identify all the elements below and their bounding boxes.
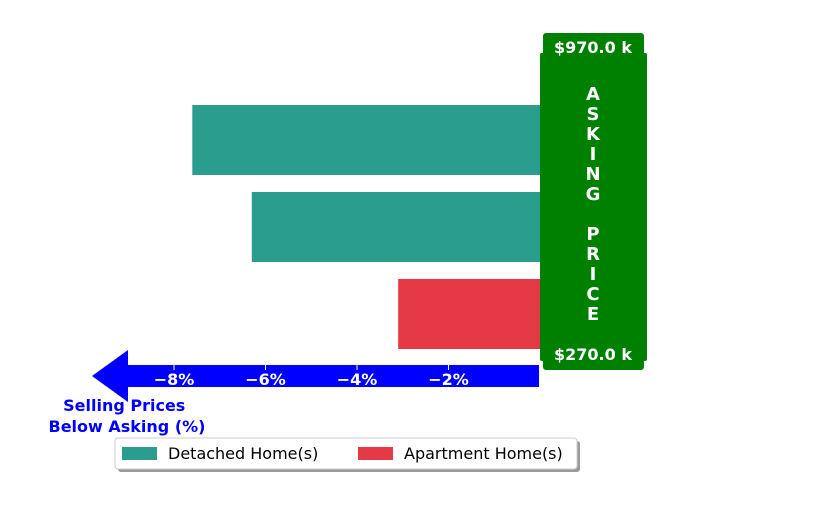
x-tick-label: −4%	[337, 370, 378, 389]
bar-3	[398, 279, 540, 349]
x-axis-label: Selling Prices Below Asking (%)	[49, 396, 206, 436]
asking-price-letter: E	[587, 304, 599, 325]
legend-frame	[114, 437, 578, 470]
bars-group	[192, 105, 541, 349]
asking-price-bottom-tab	[543, 341, 644, 370]
x-axis-label-line-2: Below Asking (%)	[49, 417, 206, 436]
asking-price-letter: I	[590, 144, 597, 165]
x-ticks-group: −8% −6% −4% −2%	[154, 365, 469, 389]
x-axis-arrow	[92, 350, 539, 402]
legend-label-detached: Detached Home(s)	[168, 444, 318, 463]
legend-label-apartment: Apartment Home(s)	[404, 444, 563, 463]
asking-price-letter: R	[586, 244, 600, 265]
asking-price-letter: C	[586, 284, 599, 305]
x-axis-label-line-1: Selling Prices	[63, 396, 185, 415]
x-tick-label: −8%	[154, 370, 195, 389]
asking-price-top-label: $970.0 k	[554, 38, 632, 57]
x-tick-label: −2%	[428, 370, 469, 389]
asking-price-bottom-label: $270.0 k	[554, 345, 632, 364]
x-tick-label: −6%	[245, 370, 286, 389]
asking-price-letter: K	[586, 124, 601, 145]
legend: Detached Home(s) Apartment Home(s)	[114, 437, 580, 472]
asking-price-top-tab	[543, 33, 644, 61]
asking-price-letter: A	[586, 84, 600, 105]
legend-swatch-detached	[122, 447, 157, 460]
legend-swatch-apartment	[358, 447, 393, 460]
asking-price-letter: N	[585, 164, 600, 185]
asking-price-letter: S	[587, 104, 600, 125]
asking-price-letter: P	[586, 224, 599, 245]
bar-2	[251, 192, 540, 262]
asking-price-letter: G	[586, 184, 601, 205]
bar-1	[192, 105, 541, 175]
asking-price-box	[540, 53, 647, 361]
asking-price-letter: I	[590, 264, 597, 285]
